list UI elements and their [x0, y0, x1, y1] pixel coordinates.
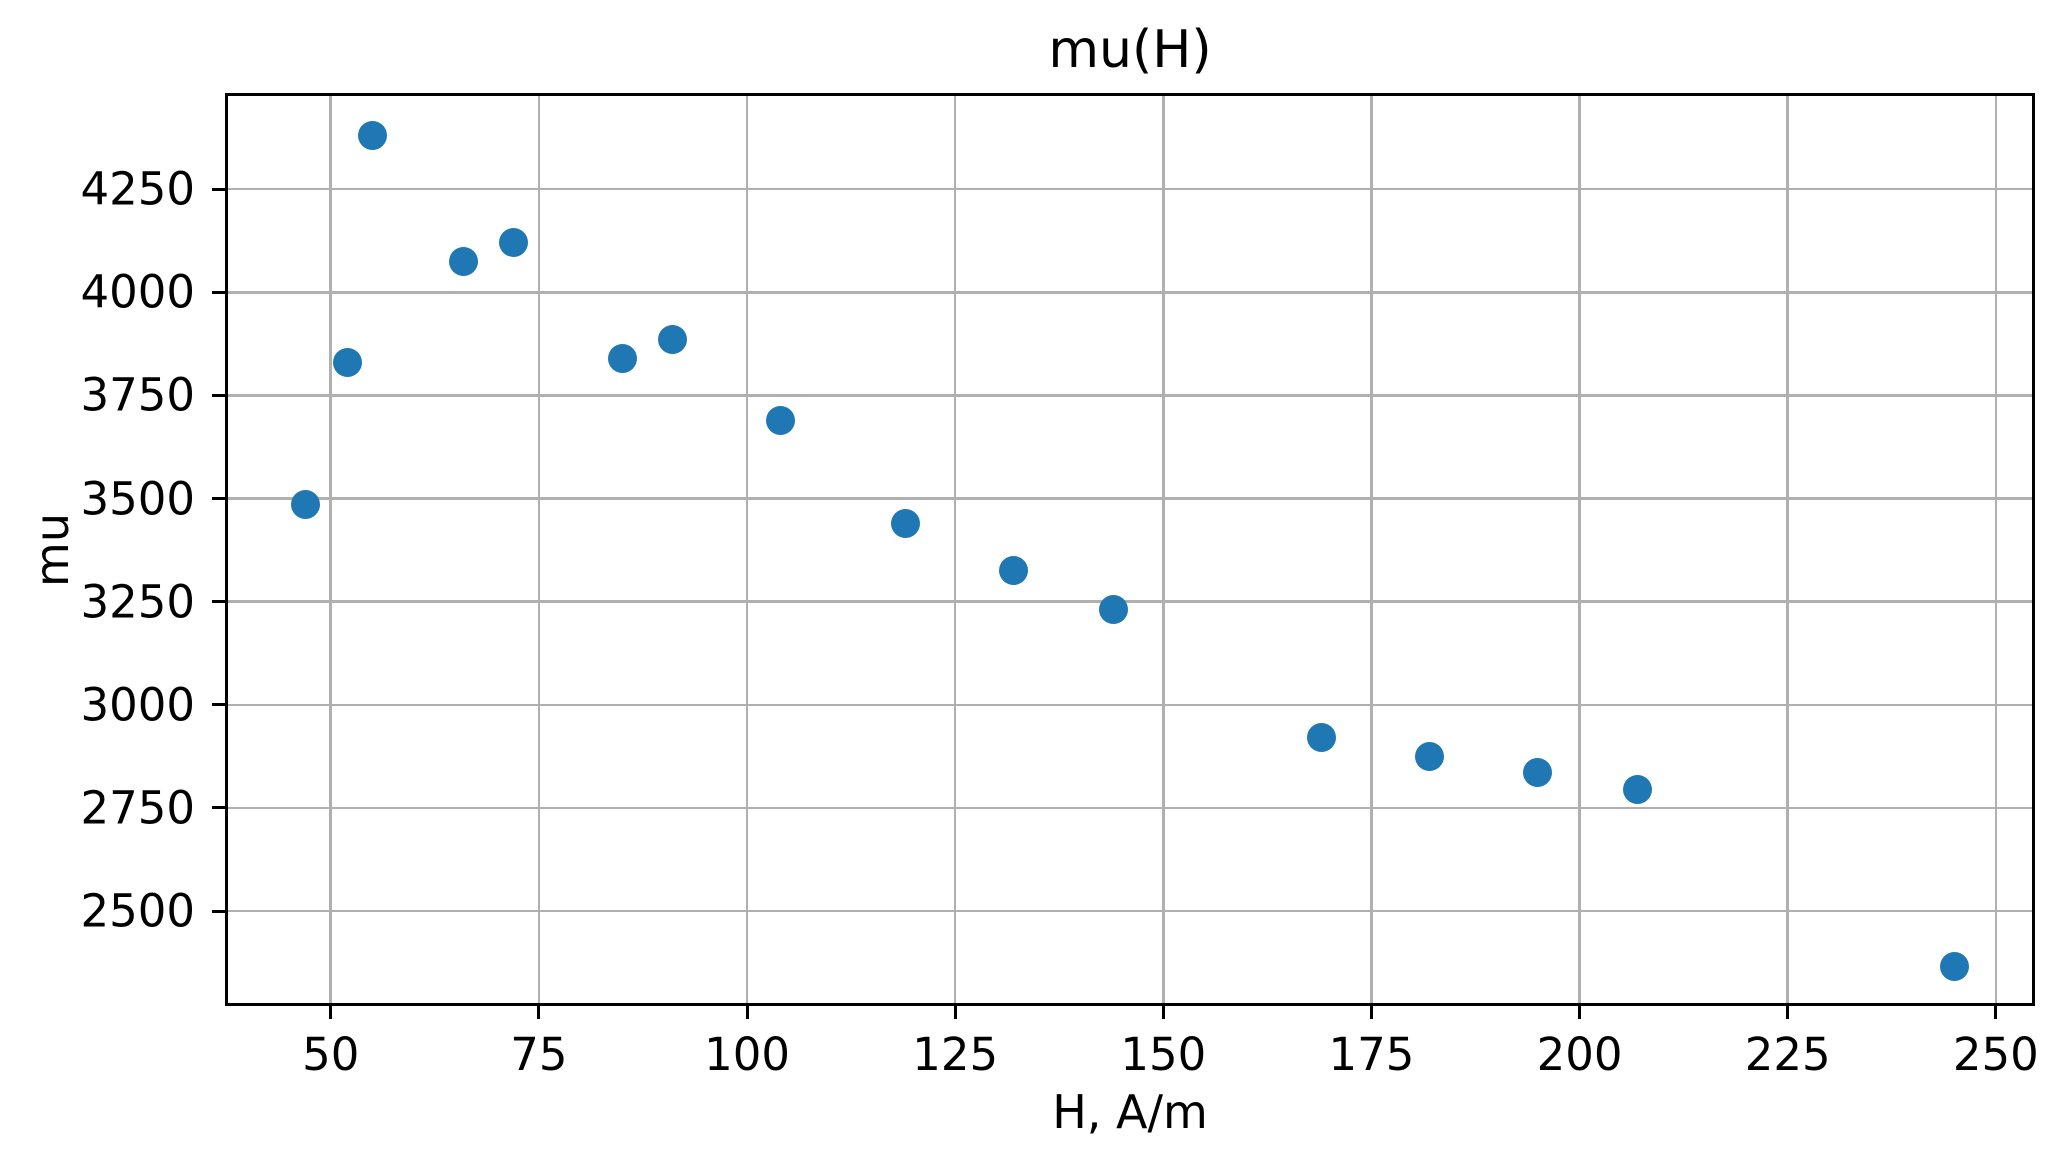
x-tick-mark — [953, 1006, 957, 1019]
x-gridline — [1578, 93, 1581, 1006]
x-tick-label: 200 — [1536, 1028, 1623, 1081]
y-gridline — [225, 806, 2035, 810]
x-tick-mark — [1578, 1006, 1582, 1019]
axes-spines — [225, 93, 2035, 1006]
data-point — [1623, 774, 1653, 804]
y-tick-mark — [212, 600, 225, 604]
data-point — [1306, 723, 1336, 753]
x-tick-label: 175 — [1328, 1028, 1415, 1081]
x-tick-mark — [537, 1006, 541, 1019]
y-gridline — [225, 187, 2035, 191]
data-point — [357, 120, 387, 150]
y-tick-label: 2500 — [80, 884, 195, 938]
data-point — [607, 343, 637, 373]
x-tick-label: 125 — [912, 1028, 999, 1081]
data-point — [890, 508, 920, 538]
x-tick-mark — [329, 1006, 333, 1019]
y-tick-mark — [212, 909, 225, 913]
y-tick-label: 3750 — [80, 368, 195, 422]
x-gridline — [329, 93, 332, 1006]
x-gridline — [537, 93, 541, 1006]
y-tick-label: 4250 — [80, 162, 195, 216]
y-gridline — [225, 394, 2035, 397]
y-tick-mark — [212, 290, 225, 294]
x-gridline — [745, 93, 749, 1006]
x-gridline — [1786, 93, 1789, 1006]
x-gridline — [953, 93, 957, 1006]
y-tick-label: 3000 — [80, 678, 195, 732]
y-gridline — [225, 600, 2035, 603]
x-tick-mark — [1161, 1006, 1165, 1019]
y-gridline — [225, 909, 2035, 913]
x-tick-mark — [745, 1006, 749, 1019]
y-gridline — [225, 291, 2035, 294]
y-tick-label: 3500 — [80, 471, 195, 525]
chart-title: mu(H) — [1048, 20, 1212, 80]
x-tick-mark — [1994, 1006, 1998, 1019]
data-point — [1523, 758, 1553, 788]
x-tick-label: 75 — [510, 1028, 568, 1081]
y-tick-mark — [212, 187, 225, 191]
x-tick-label: 250 — [1952, 1028, 2039, 1081]
x-tick-mark — [1786, 1006, 1790, 1019]
y-gridline — [225, 703, 2035, 707]
y-tick-label: 4000 — [80, 265, 195, 319]
data-point — [657, 325, 687, 355]
y-gridline — [225, 497, 2035, 500]
y-tick-mark — [212, 703, 225, 707]
data-point — [291, 490, 321, 520]
data-point — [1098, 595, 1128, 625]
y-tick-mark — [212, 806, 225, 810]
x-tick-label: 100 — [704, 1028, 790, 1081]
data-point — [332, 347, 362, 377]
x-gridline — [1162, 93, 1165, 1006]
x-tick-label: 150 — [1120, 1028, 1207, 1081]
x-gridline — [1994, 93, 1998, 1006]
data-point — [765, 405, 795, 435]
data-point — [449, 246, 479, 276]
y-tick-mark — [212, 497, 225, 501]
y-axis-label: mu — [25, 513, 79, 587]
plot-area: 50 75 100 125 150 175 200 225 250 2500 2750 3000 325… — [80, 93, 2039, 1079]
x-tick-label: 50 — [302, 1028, 360, 1081]
data-point — [1415, 741, 1445, 771]
x-gridline — [1370, 93, 1373, 1006]
y-tick-mark — [212, 393, 225, 397]
y-tick-label: 3250 — [80, 574, 195, 628]
y-tick-label: 2750 — [80, 781, 195, 835]
data-point — [1939, 952, 1969, 982]
data-point — [499, 228, 529, 258]
x-tick-mark — [1369, 1006, 1373, 1019]
x-axis-label: H, A/m — [1052, 1085, 1208, 1139]
data-point — [998, 556, 1028, 586]
x-tick-label: 225 — [1744, 1028, 1831, 1081]
